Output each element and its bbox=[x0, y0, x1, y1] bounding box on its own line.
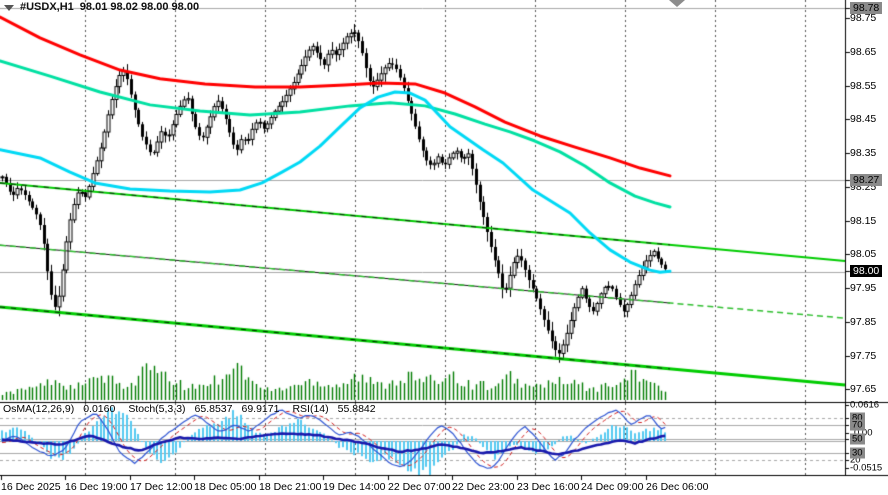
time-axis-label: 26 Dec 06:00 bbox=[646, 481, 709, 493]
symbol-period-label: #USDX,H1 bbox=[20, 1, 74, 13]
price-axis-label: 97.95 bbox=[850, 282, 877, 294]
time-axis-label: 17 Dec 12:00 bbox=[130, 481, 193, 493]
ohlc-values: 98.01 98.02 98.00 98.00 bbox=[79, 1, 200, 13]
time-axis-label: 16 Dec 2025 bbox=[1, 481, 61, 493]
chart-title: #USDX,H1 98.01 98.02 98.00 98.00 bbox=[4, 1, 199, 13]
price-axis-label: 97.85 bbox=[850, 316, 877, 328]
time-axis-label: 18 Dec 21:00 bbox=[259, 481, 322, 493]
rsi-value: 55.8842 bbox=[337, 403, 376, 415]
price-axis-label: 98.15 bbox=[850, 215, 877, 227]
stoch-d-value: 69.9171 bbox=[241, 403, 280, 415]
stoch-label: Stoch(5,3,3) bbox=[128, 403, 186, 415]
indicator-axis-label: 0.0616 bbox=[850, 399, 880, 411]
rsi-label: RSI(14) bbox=[292, 403, 329, 415]
indicator-axis-label: 80 bbox=[850, 412, 865, 424]
time-axis-label: 19 Dec 14:00 bbox=[323, 481, 386, 493]
indicator-axis-label: 70 bbox=[850, 419, 865, 431]
indicator-labels: OsMA(12,26,9) 0.0160 Stoch(5,3,3) 65.853… bbox=[3, 403, 376, 415]
price-axis-label: 98.45 bbox=[850, 113, 877, 125]
price-axis-label: 98.78 bbox=[850, 2, 883, 14]
price-axis-label: 98.05 bbox=[850, 248, 877, 260]
time-axis-label: 16 Dec 19:00 bbox=[65, 481, 128, 493]
indicator-axis-label: 50 bbox=[850, 433, 865, 445]
chart-shift-marker[interactable] bbox=[669, 0, 685, 7]
price-axis-label: 98.00 bbox=[850, 265, 883, 277]
indicator-axis-label: -0.0515 bbox=[850, 462, 883, 474]
time-axis-label: 22 Dec 07:00 bbox=[388, 481, 451, 493]
indicator-axis-label: 0.00 bbox=[854, 428, 873, 439]
symbol-dropdown-icon[interactable] bbox=[4, 4, 14, 11]
stoch-k-value: 65.8537 bbox=[194, 403, 233, 415]
price-axis-label: 97.75 bbox=[850, 350, 877, 362]
price-axis-label: 98.35 bbox=[850, 147, 877, 159]
indicator-axis-label: 20 bbox=[850, 454, 861, 466]
price-axis-label: 98.55 bbox=[850, 80, 877, 92]
osma-value: 0.0160 bbox=[83, 403, 116, 415]
time-axis-label: 18 Dec 05:00 bbox=[194, 481, 257, 493]
osma-label: OsMA(12,26,9) bbox=[3, 403, 75, 415]
price-axis-label: 98.65 bbox=[850, 46, 877, 58]
time-axis-label: 22 Dec 23:00 bbox=[452, 481, 515, 493]
time-axis-label: 24 Dec 09:00 bbox=[581, 481, 644, 493]
price-axis-label: 98.27 bbox=[850, 174, 883, 186]
time-axis-label: 23 Dec 16:00 bbox=[517, 481, 580, 493]
price-axis-label: 97.65 bbox=[850, 383, 877, 395]
indicator-axis-label: 30 bbox=[850, 447, 865, 459]
price-axis-label: 98.75 bbox=[850, 12, 877, 24]
